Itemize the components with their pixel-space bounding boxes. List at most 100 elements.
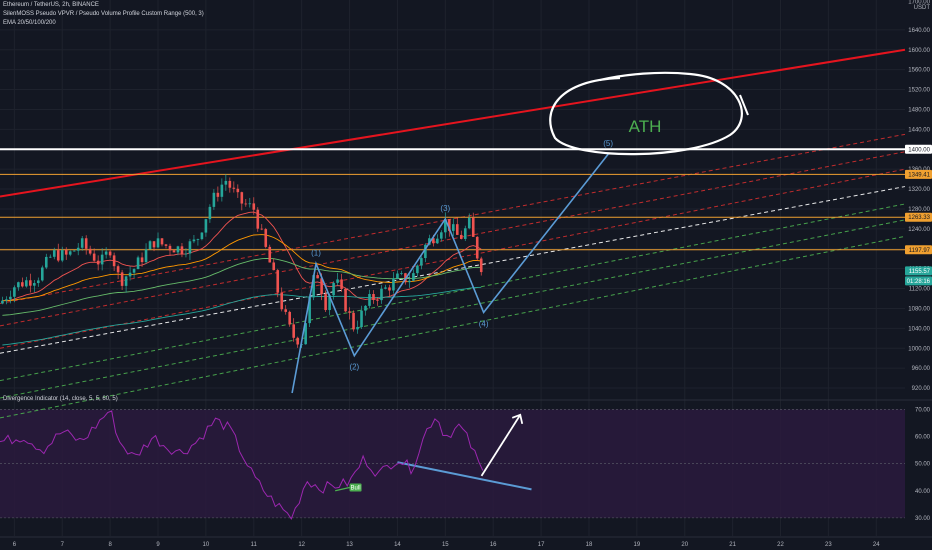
candle-body — [356, 327, 359, 330]
candle-body — [64, 250, 68, 255]
ema-lines — [2, 211, 482, 346]
candle-body — [13, 287, 16, 297]
candle-body — [132, 269, 136, 273]
candle-body — [160, 238, 164, 245]
candle-body — [416, 265, 419, 274]
time-tick-label: 18 — [586, 542, 593, 548]
candle-body — [1, 300, 4, 304]
price-tick-label: 1440.00 — [908, 127, 930, 133]
candle-body — [44, 256, 48, 268]
candle-body — [180, 246, 184, 255]
candle-body — [432, 238, 435, 244]
candle-body — [348, 311, 351, 313]
candle-body — [360, 310, 363, 328]
red-trendline — [0, 48, 906, 198]
time-tick-label: 24 — [873, 542, 880, 548]
time-tick-label: 13 — [346, 542, 353, 548]
divergence-indicator-label[interactable]: Divergence Indicator (14, close, 5, 5, 6… — [3, 396, 118, 402]
candle-body — [33, 283, 36, 286]
bull-tag-bg — [349, 483, 362, 492]
price-tag-label: 1155.57 — [909, 269, 931, 275]
candle-body — [376, 299, 379, 301]
price-tick-label: 1320.00 — [908, 187, 930, 193]
candle-body — [140, 257, 144, 263]
price-tick-label: 1480.00 — [908, 107, 930, 113]
ema-50-line — [2, 234, 482, 302]
candle-body — [475, 236, 479, 259]
candle-body — [420, 258, 423, 266]
wave-polyline — [291, 153, 609, 394]
candle-body — [60, 250, 64, 261]
time-tick-label: 8 — [108, 542, 112, 548]
candle-body — [5, 299, 8, 301]
price-tick-label: 1080.00 — [908, 306, 930, 312]
price-tag-bg — [905, 266, 932, 276]
candle-body — [312, 275, 315, 298]
price-tag-bg — [905, 169, 932, 179]
candle-body — [212, 192, 216, 207]
candle-body — [37, 280, 40, 284]
candle-body — [216, 192, 220, 197]
candle-body — [144, 249, 148, 263]
wave-label: (2) — [349, 363, 359, 372]
candle-body — [9, 296, 12, 300]
candle-body — [228, 180, 232, 188]
candle-body — [372, 294, 375, 300]
candle-body — [256, 209, 260, 229]
rsi-band — [0, 409, 905, 519]
candle-body — [296, 337, 299, 345]
candles — [1, 174, 483, 349]
time-axis[interactable]: 6 7 8 9 10 11 12 13 14 15 16 17 18 19 20 21 22 23 24 — [0, 536, 932, 548]
candle-body — [152, 241, 156, 248]
candle-body — [68, 251, 72, 255]
wave-label: (1) — [311, 249, 321, 258]
currency-label: USDT — [914, 5, 931, 11]
candle-body — [116, 266, 120, 273]
price-tag-bg — [905, 144, 932, 154]
time-tick-label: 12 — [298, 542, 305, 548]
candle-body — [164, 244, 168, 246]
candle-body — [455, 224, 459, 235]
candle-body — [284, 309, 288, 312]
price-tag-label: 1197.97 — [909, 248, 931, 254]
candle-body — [40, 267, 44, 281]
candle-body — [100, 254, 104, 265]
candle-body — [128, 272, 132, 277]
candle-body — [396, 273, 399, 279]
symbol-title[interactable]: Ethereum / TetherUS, 2h, BINANCE — [3, 2, 99, 8]
price-tick-label: 1000.00 — [908, 346, 930, 352]
candle-body — [168, 245, 172, 251]
candle-body — [288, 311, 291, 325]
ath-circle-drawing — [549, 71, 743, 156]
vpvr-indicator-label[interactable]: SilenMOSS Pseudo VPVR / Pseudo Volume Pr… — [3, 11, 204, 17]
candle-body — [436, 238, 439, 244]
candle-body — [244, 203, 248, 205]
ema-20-line — [2, 211, 482, 302]
ema-indicator-label[interactable]: EMA 20/50/100/200 — [3, 20, 56, 26]
candle-body — [220, 184, 224, 197]
bull-tag-label: Bull — [351, 486, 361, 492]
candle-body — [344, 288, 347, 312]
candle-body — [448, 219, 451, 231]
candle-body — [172, 250, 176, 253]
price-tag-bg — [905, 212, 932, 222]
time-tick-label: 14 — [394, 542, 401, 548]
candle-body — [264, 229, 268, 247]
candle-body — [324, 294, 327, 311]
rsi-bull-divergence — [335, 486, 350, 492]
candle-body — [96, 260, 100, 265]
price-tick-label: 1240.00 — [908, 227, 930, 233]
candle-body — [104, 251, 108, 255]
ema-100-line — [2, 257, 482, 316]
candle-body — [192, 239, 196, 242]
candle-body — [48, 256, 52, 258]
price-tick-label: 1040.00 — [908, 326, 930, 332]
candle-body — [471, 217, 475, 237]
time-tick-label: 7 — [61, 542, 65, 548]
candle-body — [76, 247, 80, 251]
candle-body — [148, 241, 152, 250]
candle-body — [236, 188, 240, 193]
rsi-line: Bull — [0, 410, 484, 521]
